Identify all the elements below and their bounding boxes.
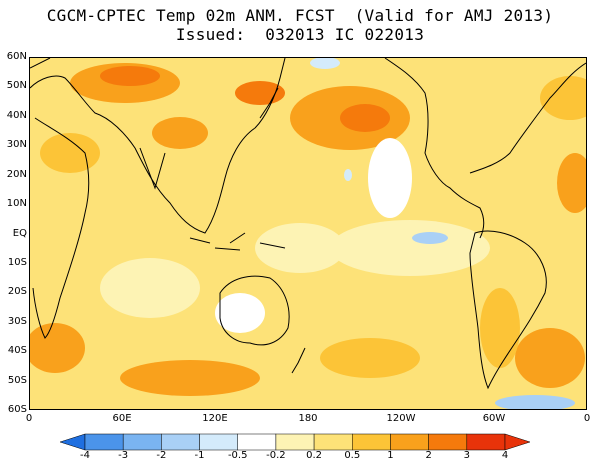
lon-tick-label: 120E: [202, 413, 228, 424]
lon-tick-label: 120W: [386, 413, 416, 424]
anomaly-blob: [480, 288, 520, 368]
colorbar-cell: [199, 433, 238, 451]
colorbar-tick-label: 2: [425, 450, 432, 461]
africa-coastline: [32, 117, 90, 339]
colorbar-tick-label: 1: [387, 450, 394, 461]
australia-coastline: [219, 275, 290, 346]
anomaly-blob: [540, 76, 586, 120]
colorbar-cell: [275, 433, 315, 451]
lat-tick-label: 60N: [6, 51, 27, 62]
colorbar-arrow-low: [59, 433, 86, 451]
colorbar-tick-label: -2: [156, 450, 167, 461]
lat-tick-label: EQ: [12, 227, 27, 239]
south-america-coastline: [469, 230, 547, 390]
colorbar-tick-label: 0.2: [306, 450, 323, 461]
colorbar-arrow-high: [504, 433, 531, 451]
north-america-coastline: [384, 58, 586, 239]
issued-subtitle: Issued: 032013 IC 022013: [175, 25, 425, 44]
lat-tick-label: 40N: [6, 109, 27, 121]
newzealand-coastline: [291, 347, 306, 374]
lat-tick-label: 50N: [6, 80, 27, 92]
colorbar-tick-label: -0.5: [227, 450, 248, 461]
colorbar-cell: [122, 433, 162, 451]
neutral-region: [100, 258, 200, 318]
lon-tick-label: 180: [298, 413, 318, 424]
lon-tick-label: 60W: [482, 413, 506, 424]
anomaly-blob: [320, 338, 420, 378]
negative-anomaly: [495, 395, 575, 409]
neutral-region: [330, 220, 490, 276]
colorbar-cell: [466, 433, 506, 451]
colorbar: [59, 433, 531, 451]
neutral-region: [368, 138, 412, 218]
lat-tick-label: 60S: [7, 404, 27, 415]
map-canvas: [30, 58, 586, 409]
colorbar-cell: [428, 433, 468, 451]
lat-tick-label: 40S: [7, 345, 27, 357]
india-coastline: [139, 147, 166, 190]
lat-tick-label: 20N: [6, 168, 27, 180]
lat-tick-label: 30N: [6, 139, 27, 151]
colorbar-cell: [84, 433, 124, 451]
anomaly-blob: [100, 66, 160, 86]
colorbar-cell: [237, 433, 277, 451]
lat-tick-label: 10S: [7, 256, 27, 268]
anomaly-blob: [40, 133, 100, 173]
negative-anomaly: [344, 169, 352, 181]
lat-tick-label: 20S: [7, 286, 27, 298]
colorbar-tick-label: 4: [501, 450, 509, 461]
anomaly-blob: [515, 328, 585, 388]
colorbar-cell: [161, 433, 200, 451]
lat-tick-label: 10N: [6, 198, 27, 210]
eurasia-coastline: [30, 58, 286, 234]
colorbar-tick-label: -1: [194, 450, 205, 461]
indonesia-coastline: [189, 232, 286, 251]
colorbar-tick-label: -4: [80, 450, 90, 461]
anomaly-blob: [557, 153, 586, 213]
neutral-region: [215, 293, 265, 333]
japan-coastline: [259, 87, 279, 119]
anomaly-blob: [120, 360, 260, 396]
colorbar-tick-label: 0.5: [344, 450, 361, 461]
anomaly-blob: [340, 104, 390, 132]
colorbar-cell: [390, 433, 429, 451]
coastlines: [30, 58, 586, 390]
colorbar-cell: [313, 433, 353, 451]
lon-tick-label: 60E: [112, 413, 132, 424]
colorbar-tick-label: -0.2: [266, 450, 286, 461]
anomaly-map: [29, 57, 587, 410]
colorbar-cell: [352, 433, 391, 451]
lat-tick-label: 50S: [7, 374, 27, 386]
neutral-region: [255, 223, 345, 273]
colorbar-tick-label: 3: [463, 450, 470, 461]
negative-anomaly: [412, 232, 448, 244]
colorbar-tick-label: -3: [118, 450, 129, 461]
anomaly-blob: [152, 117, 208, 149]
lon-tick-label: 0: [25, 413, 33, 424]
negative-anomaly: [310, 58, 340, 69]
anomaly-blob: [235, 81, 285, 105]
map-title: CGCM-CPTEC Temp 02m ANM. FCST (Valid for…: [46, 6, 554, 25]
lon-tick-label: 0: [583, 413, 591, 424]
lat-tick-label: 30S: [7, 315, 27, 327]
